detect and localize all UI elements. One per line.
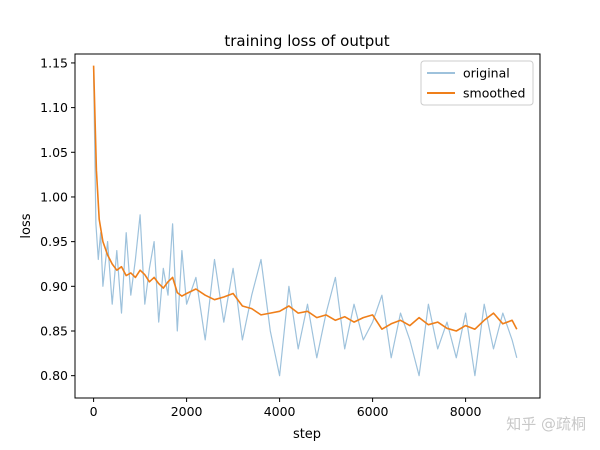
y-axis-label: loss <box>19 213 34 238</box>
watermark-text: 知乎 @疏桐 <box>506 415 586 433</box>
x-tick-label: 2000 <box>171 404 203 419</box>
y-tick-label: 1.15 <box>40 55 68 70</box>
series-line-smoothed <box>92 65 518 332</box>
x-tick-label: 0 <box>90 404 98 419</box>
y-tick-label: 1.10 <box>40 100 68 115</box>
y-tick-label: 1.05 <box>40 145 68 160</box>
y-tick-label: 0.80 <box>40 368 68 383</box>
legend: original smoothed <box>420 60 534 106</box>
y-tick-label: 0.90 <box>40 279 68 294</box>
y-tick-label: 0.95 <box>40 234 68 249</box>
legend-label-smoothed: smoothed <box>463 86 525 101</box>
x-tick-label: 8000 <box>450 404 482 419</box>
legend-label-original: original <box>463 66 510 81</box>
y-tick-label: 0.85 <box>40 323 68 338</box>
plot-area-frame <box>74 53 541 399</box>
y-tick-label: 1.00 <box>40 189 68 204</box>
y-axis: 0.80 0.85 0.90 0.95 1.00 1.05 1.10 1.15 <box>40 55 75 383</box>
x-tick-label: 6000 <box>357 404 389 419</box>
x-tick-label: 4000 <box>264 404 296 419</box>
x-axis-label: step <box>293 427 321 442</box>
chart-title: training loss of output <box>224 32 389 50</box>
x-axis: 0 2000 4000 6000 8000 <box>90 398 482 419</box>
series-layer <box>92 65 518 377</box>
